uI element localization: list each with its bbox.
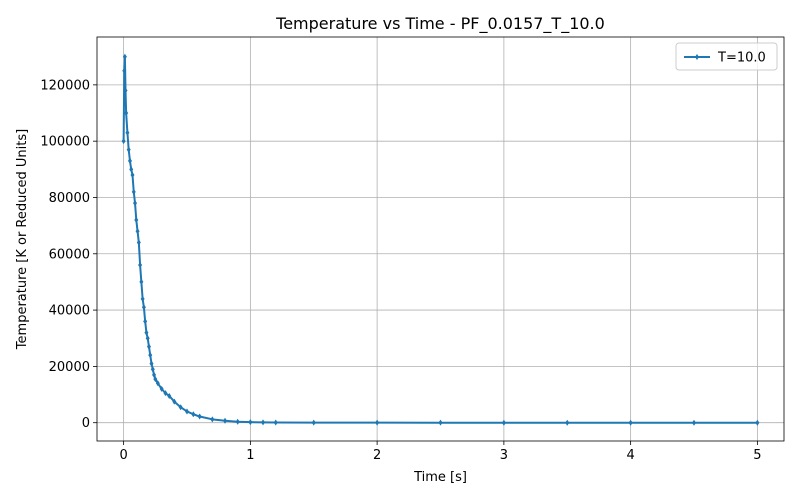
data-point: [127, 157, 132, 164]
data-point: [138, 262, 143, 269]
data-point: [191, 411, 196, 418]
data-point: [159, 385, 164, 392]
axes-frame: [96, 36, 785, 442]
data-point: [124, 110, 129, 117]
x-ticks: 0 1 2 3 4 5: [119, 441, 762, 463]
data-point: [261, 419, 266, 426]
data-point: [122, 53, 127, 60]
data-point: [210, 416, 215, 423]
data-point: [139, 278, 144, 285]
data-point: [565, 419, 570, 426]
data-point: [167, 392, 172, 399]
y-tick-label: 120000: [40, 78, 90, 93]
legend-swatch-marker: [695, 54, 699, 60]
x-tick-label: 5: [753, 448, 761, 463]
data-point: [136, 239, 141, 246]
data-point: [628, 419, 633, 426]
series-layer: [121, 53, 760, 426]
data-point: [150, 366, 155, 373]
data-point: [152, 371, 157, 378]
data-point: [248, 419, 253, 426]
y-tick-label: 100000: [40, 135, 90, 150]
data-point: [146, 343, 151, 350]
data-point: [125, 129, 130, 136]
data-point: [178, 404, 183, 411]
data-point: [273, 419, 278, 426]
data-point: [155, 380, 160, 387]
data-point: [121, 138, 126, 145]
x-tick-label: 4: [626, 448, 634, 463]
data-point: [129, 166, 134, 173]
legend-label: T=10.0: [717, 51, 766, 66]
x-tick-label: 0: [119, 448, 127, 463]
x-tick-label: 1: [246, 448, 254, 463]
data-point: [133, 200, 138, 207]
data-point: [501, 419, 506, 426]
x-tick-label: 2: [373, 448, 381, 463]
y-tick-label: 40000: [49, 304, 90, 319]
data-point: [135, 228, 140, 235]
y-tick-label: 20000: [49, 360, 90, 375]
legend-box: [675, 42, 778, 71]
data-point: [755, 419, 760, 426]
data-point: [148, 352, 153, 359]
y-tick-label: 60000: [49, 247, 90, 262]
data-point: [163, 390, 168, 397]
data-point: [149, 360, 154, 367]
data-point: [311, 419, 316, 426]
data-point: [692, 419, 697, 426]
x-axis-label: Time [s]: [413, 470, 467, 485]
data-point: [375, 419, 380, 426]
data-point: [153, 376, 158, 383]
data-point: [197, 413, 202, 420]
y-tick-label: 80000: [49, 191, 90, 206]
data-point: [223, 417, 228, 424]
data-point: [172, 398, 177, 405]
data-point: [141, 304, 146, 311]
data-point: [131, 188, 136, 195]
grid: [97, 37, 784, 441]
data-point: [235, 418, 240, 425]
data-point: [143, 318, 148, 325]
data-point: [144, 329, 149, 336]
data-point: [123, 87, 128, 94]
data-point: [438, 419, 443, 426]
data-point: [126, 146, 131, 153]
y-tick-label: 0: [82, 416, 90, 431]
chart-title: Temperature vs Time - PF_0.0157_T_10.0: [275, 14, 605, 34]
data-point: [134, 216, 139, 223]
y-ticks: 0 20000 40000 60000 80000 100000 120000: [40, 78, 97, 431]
data-point: [130, 171, 135, 178]
legend: T=10.0: [675, 42, 778, 71]
x-tick-label: 3: [500, 448, 508, 463]
data-point: [140, 295, 145, 302]
y-axis-label: Temperature [K or Reduced Units]: [15, 129, 30, 350]
data-point: [122, 67, 127, 74]
data-point: [184, 408, 189, 415]
data-point: [145, 335, 150, 342]
